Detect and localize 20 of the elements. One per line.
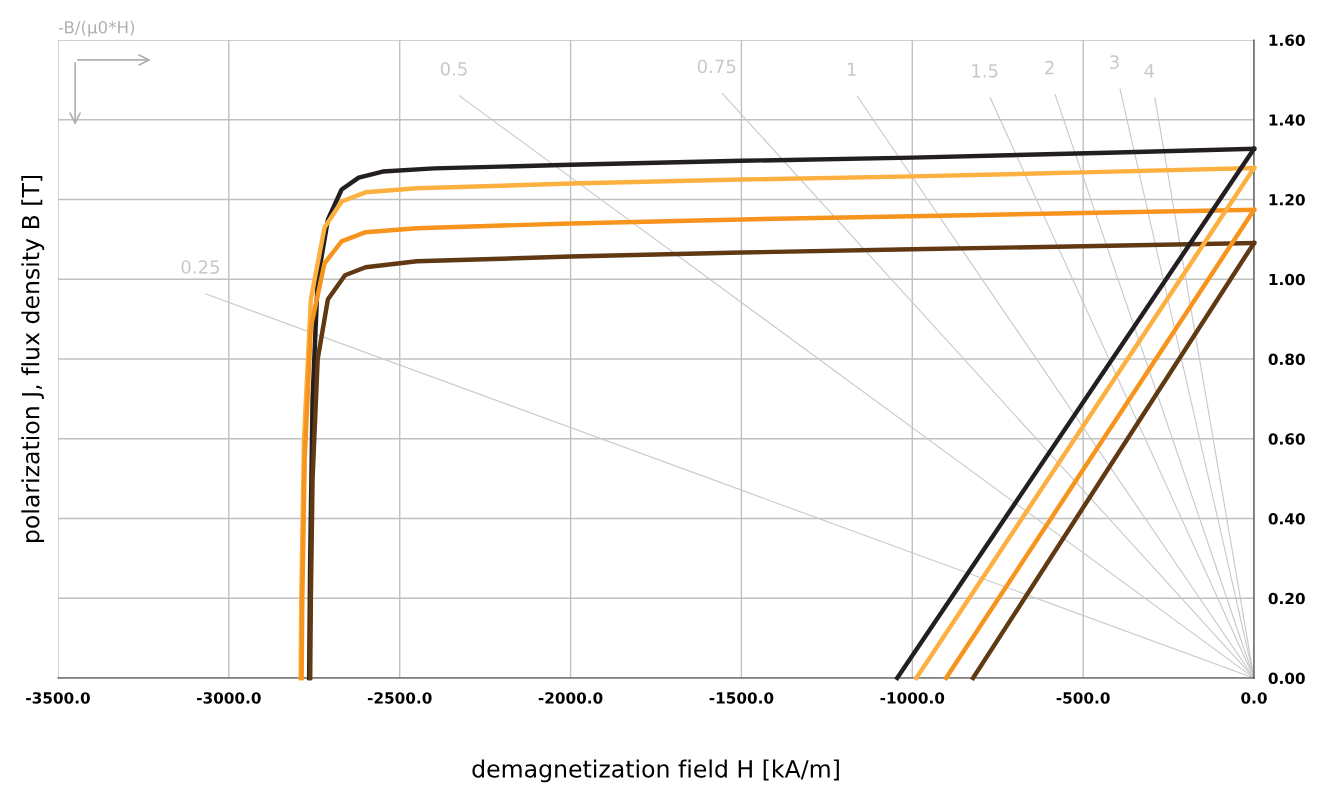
y-tick-label: 0.00 bbox=[1268, 672, 1305, 685]
y-tick-label: 0.80 bbox=[1268, 353, 1305, 366]
x-tick-label: -2500.0 bbox=[367, 692, 432, 704]
x-tick-label: 0.0 bbox=[1241, 692, 1267, 704]
x-tick-label: -500.0 bbox=[1056, 692, 1110, 704]
x-tick-label: -2000.0 bbox=[538, 692, 603, 704]
y-tick-label: 1.00 bbox=[1269, 273, 1305, 286]
y-tick-label: 1.20 bbox=[1269, 193, 1305, 206]
y-tick-label: 0.60 bbox=[1268, 433, 1305, 445]
x-tick-label: -1500.0 bbox=[709, 692, 774, 704]
text: -B/(μ0*H) bbox=[58, 20, 135, 37]
x-tick-label: -1000.0 bbox=[880, 692, 945, 704]
x-tick-label: -3500.0 bbox=[26, 692, 90, 704]
x-axis-title: demagnetization field H [kA/m] bbox=[472, 759, 839, 783]
y-tick-label: 0.20 bbox=[1268, 592, 1305, 605]
y-axis-title: polarization J, flux density B [T] bbox=[21, 175, 45, 542]
y-tick-label: 1.40 bbox=[1269, 114, 1305, 126]
y-tick-label: 1.60 bbox=[1269, 34, 1305, 47]
y-tick-label: 0.40 bbox=[1268, 512, 1305, 525]
x-tick-label: -3000.0 bbox=[197, 692, 261, 704]
